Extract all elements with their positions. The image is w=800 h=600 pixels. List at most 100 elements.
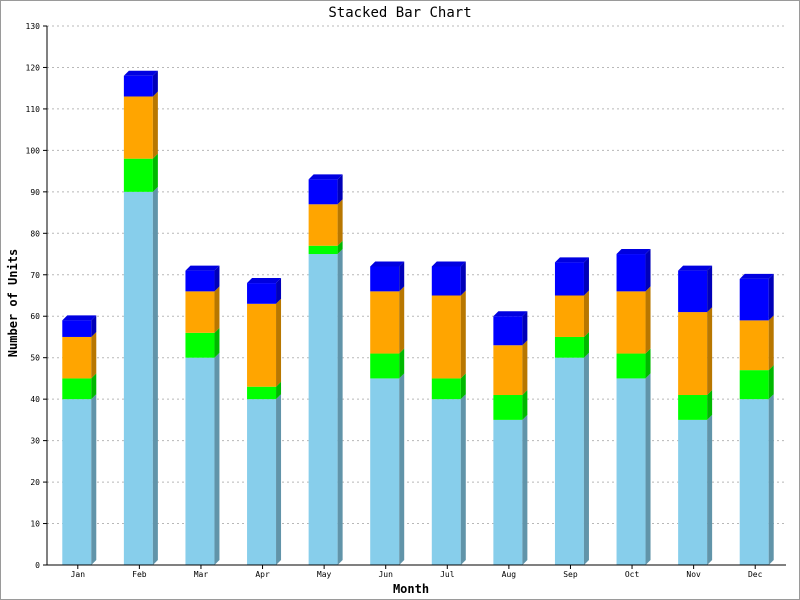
bar-segment bbox=[739, 370, 769, 400]
bar-segment bbox=[431, 378, 461, 400]
bar-top bbox=[616, 249, 651, 255]
bar-side bbox=[152, 91, 158, 159]
y-tick-label: 60 bbox=[30, 312, 40, 321]
bar-side bbox=[337, 240, 343, 255]
bar-side bbox=[583, 352, 589, 565]
bar-segment bbox=[185, 270, 215, 292]
bar-side bbox=[399, 373, 405, 565]
bar-side bbox=[399, 348, 405, 379]
y-tick-label: 30 bbox=[30, 437, 40, 446]
y-tick-label: 130 bbox=[26, 22, 41, 31]
y-tick-label: 80 bbox=[30, 229, 40, 238]
x-tick-label: Jul bbox=[440, 570, 455, 579]
bar-top bbox=[678, 265, 713, 271]
y-tick-label: 70 bbox=[30, 271, 40, 280]
bar-segment bbox=[554, 295, 584, 337]
bar-top bbox=[370, 261, 405, 267]
bar-top bbox=[739, 273, 774, 279]
bar-segment bbox=[739, 320, 769, 371]
x-tick-label: Dec bbox=[748, 570, 763, 579]
bar-top bbox=[431, 261, 466, 267]
x-tick-label: Jan bbox=[71, 570, 86, 579]
bar-side bbox=[214, 286, 220, 333]
bar-side bbox=[707, 390, 713, 420]
x-tick-label: Feb bbox=[132, 570, 147, 579]
bar-side bbox=[214, 265, 220, 292]
bar-segment bbox=[739, 278, 769, 321]
bar-segment bbox=[308, 179, 338, 205]
bar-top bbox=[493, 311, 528, 317]
x-tick-label: Jun bbox=[378, 570, 393, 579]
bar-side bbox=[337, 199, 343, 246]
bar-segment bbox=[493, 316, 523, 346]
bar-side bbox=[276, 381, 282, 400]
bar-segment bbox=[62, 336, 92, 379]
bar-side bbox=[645, 286, 651, 354]
bar-side bbox=[707, 307, 713, 396]
bar-segment bbox=[308, 254, 338, 566]
bar-segment bbox=[308, 204, 338, 246]
bar-segment bbox=[616, 378, 646, 565]
bar-side bbox=[91, 331, 97, 379]
bar-side bbox=[91, 394, 97, 565]
y-tick-label: 10 bbox=[30, 520, 40, 529]
bar-side bbox=[768, 394, 774, 565]
bar-side bbox=[768, 273, 774, 321]
y-tick-label: 50 bbox=[30, 354, 40, 363]
bar-segment bbox=[123, 158, 153, 192]
bar-segment bbox=[678, 419, 708, 565]
bar-segment bbox=[247, 303, 277, 387]
x-tick-label: Apr bbox=[255, 570, 270, 579]
bar-segment bbox=[62, 399, 92, 565]
bar-segment bbox=[616, 291, 646, 354]
bar-top bbox=[62, 315, 97, 321]
bar-segment bbox=[123, 191, 153, 565]
bar-segment bbox=[739, 399, 769, 565]
bar-side bbox=[522, 311, 528, 346]
bar-top bbox=[123, 70, 158, 76]
y-tick-label: 0 bbox=[35, 561, 40, 570]
bar-top bbox=[554, 257, 589, 263]
bar-side bbox=[337, 249, 343, 566]
bar-segment bbox=[370, 266, 400, 292]
bar-side bbox=[768, 315, 774, 371]
bar-segment bbox=[616, 254, 646, 292]
bar-top bbox=[308, 174, 343, 180]
bar-side bbox=[522, 340, 528, 396]
bar-side bbox=[460, 394, 466, 565]
bar-segment bbox=[185, 357, 215, 565]
bar-side bbox=[276, 394, 282, 565]
bar-segment bbox=[678, 312, 708, 396]
bar-side bbox=[152, 153, 158, 192]
bar-side bbox=[91, 373, 97, 400]
bar-side bbox=[337, 174, 343, 205]
bar-side bbox=[707, 414, 713, 565]
bar-top bbox=[185, 265, 220, 271]
y-tick-label: 90 bbox=[30, 188, 40, 197]
y-tick-label: 100 bbox=[26, 146, 41, 155]
x-tick-label: Mar bbox=[194, 570, 209, 579]
bar-top bbox=[247, 278, 282, 284]
bar-segment bbox=[431, 266, 461, 296]
chart-title: Stacked Bar Chart bbox=[328, 5, 472, 21]
bar-segment bbox=[370, 291, 400, 354]
bar-segment bbox=[62, 320, 92, 337]
x-tick-label: May bbox=[317, 570, 332, 579]
bar-side bbox=[460, 290, 466, 379]
bar-segment bbox=[370, 378, 400, 565]
bar-segment bbox=[616, 353, 646, 379]
bar-segment bbox=[493, 419, 523, 565]
bar-side bbox=[645, 373, 651, 565]
bar-side bbox=[583, 331, 589, 358]
bar-segment bbox=[554, 357, 584, 565]
bar-segment bbox=[185, 332, 215, 358]
bar-side bbox=[522, 414, 528, 565]
bar-segment bbox=[493, 395, 523, 420]
bar-segment bbox=[431, 399, 461, 565]
bar-side bbox=[399, 286, 405, 354]
bar-side bbox=[91, 315, 97, 337]
bar-side bbox=[152, 186, 158, 565]
bar-side bbox=[707, 265, 713, 313]
bar-segment bbox=[247, 399, 277, 565]
